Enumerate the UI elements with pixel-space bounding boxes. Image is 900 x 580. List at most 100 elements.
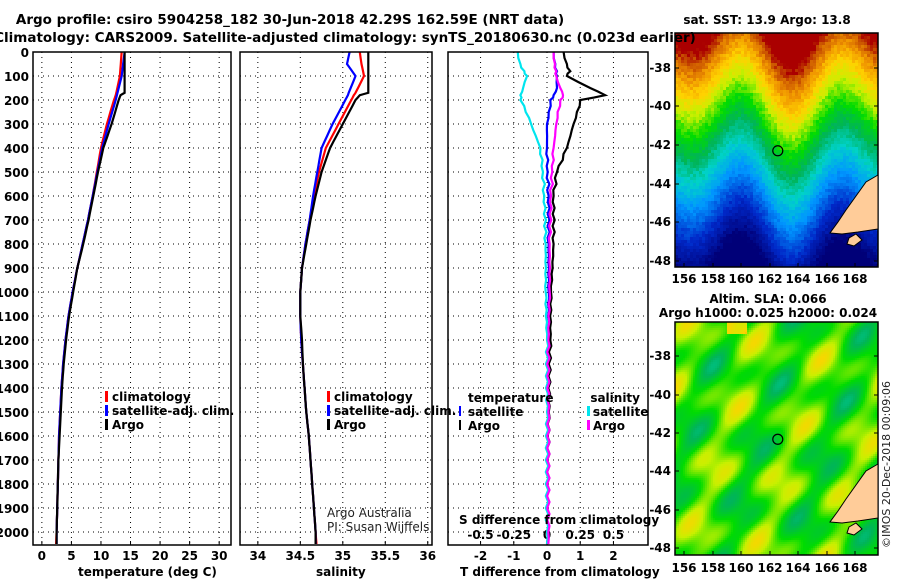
- depth-tick-label: 1000: [0, 286, 29, 300]
- x-tick-label: 0: [543, 549, 551, 563]
- lon-tick-label: 162: [757, 561, 782, 575]
- depth-tick-label: 0: [21, 46, 29, 60]
- lon-tick-label: 156: [671, 272, 696, 286]
- legend-s-satellite-swatch: [587, 406, 590, 416]
- lon-tick-label: 168: [842, 561, 867, 575]
- lon-tick-label: 166: [814, 272, 839, 286]
- lon-tick-label: 168: [842, 272, 867, 286]
- difference-panel: -2 -1 0 1 2-0.5 -0.25 0 0.25 0.5: [447, 51, 649, 563]
- lat-tick-label: -46: [649, 215, 671, 229]
- title-line-1: Argo profile: csiro 5904258_182 30-Jun-2…: [16, 12, 564, 28]
- series-line-satellite-adj-clim-: [299, 51, 357, 544]
- depth-tick-label: 100: [4, 70, 29, 84]
- lon-tick-label: 158: [700, 272, 725, 286]
- depth-tick-label: 700: [4, 214, 29, 228]
- depth-tick-label: 1600: [0, 430, 29, 444]
- lat-tick-label: -42: [649, 426, 671, 440]
- lon-tick-label: 158: [700, 561, 725, 575]
- x-tick-label: 34.5: [286, 549, 316, 563]
- depth-tick-label: 1200: [0, 334, 29, 348]
- depth-tick-label: 900: [4, 262, 29, 276]
- credit-line-1: Argo Australia: [327, 506, 412, 520]
- legend-s-header: salinity: [590, 391, 640, 405]
- lat-tick-label: -40: [649, 388, 671, 402]
- lat-tick-label: -42: [649, 138, 671, 152]
- legend2-satellite: satellite-adj. clim.: [334, 404, 456, 418]
- land-stewart-island: [846, 522, 863, 536]
- s-tick-label: -0.25: [496, 528, 531, 542]
- x-tick-label: 36: [419, 549, 436, 563]
- series-line-salinity-argo: [545, 51, 565, 545]
- series-line-satellite-adj-clim-: [55, 51, 126, 544]
- series-line-salinity-satellite: [516, 51, 550, 545]
- plot-frame: [447, 51, 649, 546]
- lat-tick-label: -48: [649, 254, 671, 268]
- lon-tick-label: 160: [728, 272, 753, 286]
- plot-frame: [239, 51, 433, 546]
- legend2-argo: Argo: [334, 418, 366, 432]
- x-tick-label: 10: [93, 549, 110, 563]
- legend2-climatology-swatch: [327, 391, 330, 402]
- series-line-argo: [55, 51, 126, 544]
- plot-frame: [32, 51, 232, 546]
- lat-tick-label: -46: [649, 503, 671, 517]
- land-new-zealand: [829, 174, 879, 235]
- lon-tick-label: 156: [671, 561, 696, 575]
- depth-tick-label: 1500: [0, 406, 29, 420]
- depth-axis: 0 100 200 300 400 500 600 700 800 900 1000 1100 1200…: [0, 46, 29, 540]
- lon-tick-label: 162: [757, 272, 782, 286]
- depth-tick-label: 400: [4, 142, 29, 156]
- argo-float-marker: [772, 145, 784, 157]
- legend-s-argo-swatch: [587, 420, 590, 430]
- s-diff-label: S difference from climatology: [459, 513, 659, 527]
- land-stewart-island: [846, 233, 863, 247]
- lat-tick-label: -48: [649, 541, 671, 555]
- map-frame: [674, 321, 879, 556]
- salinity-xlabel: salinity: [316, 565, 366, 579]
- lon-tick-label: 164: [785, 561, 810, 575]
- x-tick-label: 1: [576, 549, 584, 563]
- legend-t-header: temperature: [468, 391, 553, 405]
- depth-tick-label: 200: [4, 94, 29, 108]
- sla-map-title-1: Altim. SLA: 0.066: [709, 292, 826, 306]
- lon-tick-label: 164: [785, 272, 810, 286]
- x-tick-label: 0: [38, 549, 46, 563]
- legend-s-argo: Argo: [593, 419, 625, 433]
- x-tick-label: 34: [249, 549, 266, 563]
- credit-line-2: PI: Susan Wijffels: [327, 520, 429, 534]
- legend-climatology-swatch: [105, 391, 108, 402]
- temperature-panel: 0 5 10 15 20 25 30: [32, 51, 232, 563]
- lat-tick-label: -44: [649, 464, 671, 478]
- t-diff-xlabel: T difference from climatology: [460, 565, 660, 579]
- legend-satellite: satellite-adj. clim.: [112, 404, 234, 418]
- lat-tick-label: -38: [649, 61, 671, 75]
- s-tick-label: 0.25: [565, 528, 595, 542]
- x-tick-label: -2: [474, 549, 487, 563]
- lat-tick-label: -44: [649, 177, 671, 191]
- lat-tick-label: -40: [649, 99, 671, 113]
- argo-float-marker: [772, 433, 784, 445]
- x-tick-label: 35: [334, 549, 351, 563]
- depth-tick-label: 1900: [0, 502, 29, 516]
- depth-tick-label: 1100: [0, 310, 29, 324]
- legend-argo: Argo: [112, 418, 144, 432]
- depth-tick-label: 500: [4, 166, 29, 180]
- depth-tick-label: 1400: [0, 382, 29, 396]
- map-frame: [674, 32, 879, 268]
- series-line-argo: [299, 51, 370, 544]
- depth-tick-label: 1700: [0, 454, 29, 468]
- sla-map-title-2: Argo h1000: 0.025 h2000: 0.024: [659, 306, 877, 320]
- x-tick-label: 20: [152, 549, 169, 563]
- sst-map-title: sat. SST: 13.9 Argo: 13.8: [683, 13, 850, 27]
- depth-tick-label: 1300: [0, 358, 29, 372]
- lon-tick-label: 160: [728, 561, 753, 575]
- x-tick-label: -1: [507, 549, 520, 563]
- depth-tick-label: 300: [4, 118, 29, 132]
- legend2-climatology: climatology: [334, 390, 413, 404]
- title-line-2: Climatology: CARS2009. Satellite-adjuste…: [0, 30, 696, 46]
- legend-t-argo: Argo: [468, 419, 500, 433]
- legend-t-argo-swatch: [459, 420, 461, 430]
- copyright-stamp: ©IMOS 20-Dec-2018 00:09:06: [880, 381, 893, 548]
